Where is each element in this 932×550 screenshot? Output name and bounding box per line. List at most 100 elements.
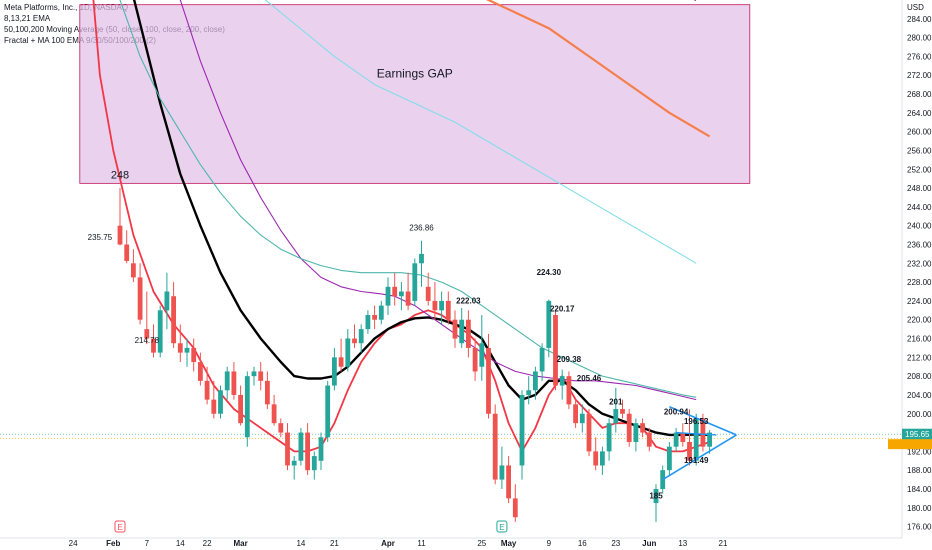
candle [244, 371, 250, 447]
candle [646, 427, 652, 452]
last-price-tag-bg [902, 428, 932, 440]
candle [559, 369, 565, 400]
candle [479, 315, 485, 381]
candle [191, 338, 197, 372]
candle-body [693, 418, 699, 461]
plot-area: Earnings GAP 248 235.75 214.78 236.86 222.03 2… [0, 0, 902, 522]
candle-body [519, 394, 525, 466]
candle-body [399, 291, 404, 297]
candle-body [479, 343, 485, 367]
y-tick-label: 268.00 [907, 90, 932, 99]
candle-body [137, 277, 143, 320]
y-tick-label: 184.00 [907, 485, 932, 494]
candle-body [432, 300, 438, 311]
candle-body [378, 305, 384, 320]
candle-body [626, 413, 632, 442]
y-tick-label: 248.00 [907, 184, 932, 193]
candle-body [144, 329, 150, 339]
candle [345, 329, 351, 372]
candle [338, 338, 344, 372]
candle-body [318, 437, 324, 461]
candle-body [157, 310, 163, 353]
x-tick-label: May [501, 539, 517, 548]
candle [466, 310, 471, 358]
y-axis: USD176.00180.00184.00188.00192.00196.002… [901, 0, 932, 538]
series-ma-100 [179, 0, 697, 401]
x-tick-label: 16 [578, 539, 587, 548]
y-tick-label: 212.00 [907, 353, 932, 362]
price-annotation: 235.75 [88, 233, 113, 242]
candle [405, 272, 411, 311]
candle [606, 418, 612, 461]
candle-body [298, 432, 304, 461]
candle-body [345, 338, 351, 367]
candle-body [271, 404, 277, 424]
earnings-marker[interactable]: E [114, 520, 126, 533]
candle-body [445, 300, 451, 320]
y-tick-label: 272.00 [907, 71, 932, 80]
y-tick-label: 180.00 [907, 504, 932, 513]
legend-symbol[interactable]: Meta Platforms, Inc., 1D, NASDAQ [4, 3, 129, 12]
candle-body [506, 465, 511, 499]
candle-body [332, 357, 337, 386]
price-annotation: 200.94 [664, 408, 689, 417]
candle [271, 394, 277, 426]
x-axis: 24 Feb 7 14 22 Mar 14 21 Apr 11 25 May 9 16 23 Jun 13 21 [0, 537, 902, 548]
candle-body [358, 329, 364, 344]
candle-body [439, 300, 444, 311]
candle-body [372, 315, 377, 320]
candle-body [385, 286, 391, 306]
candle-body [486, 347, 491, 414]
candle [425, 272, 431, 306]
earnings-marker-box [496, 520, 508, 533]
candle-body [405, 291, 411, 306]
candle [285, 423, 290, 471]
candle [352, 324, 357, 348]
triangle-lower-line [662, 434, 737, 481]
candle-body [559, 376, 565, 386]
candle [265, 371, 270, 410]
candle-body [191, 347, 197, 363]
candle [613, 387, 619, 433]
x-tick-label: 21 [330, 539, 339, 548]
y-tick-label: 256.00 [907, 146, 932, 155]
x-tick-label: Jun [642, 539, 656, 548]
y-tick-label: 200.00 [907, 410, 932, 419]
candle [218, 385, 223, 419]
candle-body [633, 423, 639, 442]
candle [251, 366, 257, 386]
candle-body [673, 432, 679, 447]
price-annotation: 224.30 [537, 268, 562, 277]
candle-body [325, 385, 331, 438]
candle [439, 291, 444, 325]
candle [231, 362, 237, 400]
candle [519, 390, 525, 480]
legend-ema[interactable]: 8,13,21 EMA [4, 14, 51, 23]
triangle-mid-line [676, 431, 717, 436]
candle-body [291, 460, 297, 466]
candle-body [499, 465, 505, 480]
candle [224, 366, 230, 400]
price-annotation: 191.49 [684, 456, 709, 465]
candle-body [425, 286, 431, 301]
candle [258, 362, 264, 391]
candle [579, 404, 585, 433]
candle [626, 409, 632, 447]
candle-body [238, 394, 243, 424]
candle [278, 418, 284, 438]
earnings-marker[interactable]: E [496, 520, 508, 533]
x-tick-label: 9 [547, 539, 552, 548]
candle [693, 413, 699, 466]
candle [640, 418, 645, 438]
candle-body [184, 347, 190, 353]
candle [131, 249, 136, 283]
y-tick-label: 264.00 [907, 109, 932, 118]
candle-body [680, 432, 686, 442]
series-ema-100 [264, 0, 697, 264]
candle [164, 272, 170, 330]
candle [620, 399, 625, 419]
candle [358, 324, 364, 353]
candle-body [278, 423, 284, 433]
candle-body [251, 371, 257, 377]
